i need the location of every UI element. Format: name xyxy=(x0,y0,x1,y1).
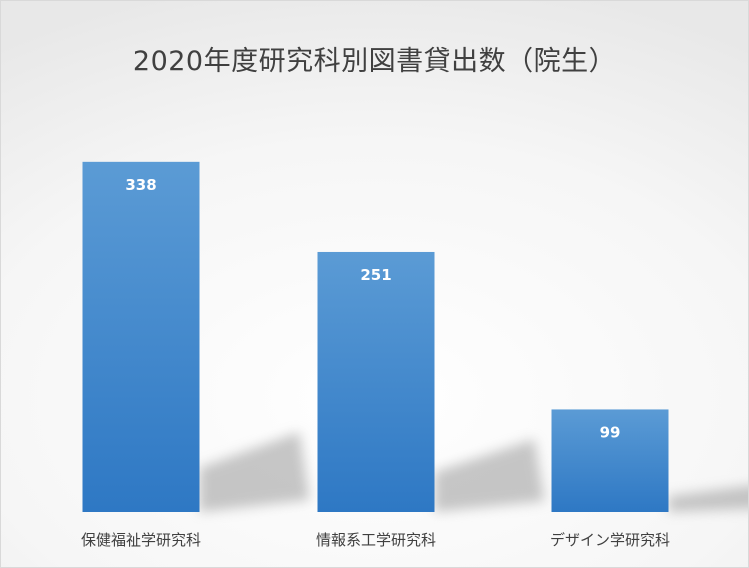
category-label-3: デザイン学研究科 xyxy=(550,531,670,549)
chart-title: 2020年度研究科別図書貸出数（院生） xyxy=(132,46,617,77)
bar-2 xyxy=(317,251,435,513)
bar-1 xyxy=(82,161,200,512)
category-label-2: 情報系工学研究科 xyxy=(316,531,436,549)
bar-shadow xyxy=(434,439,545,512)
bar-3 xyxy=(551,409,669,512)
category-label-1: 保健福祉学研究科 xyxy=(81,531,201,549)
data-label-3: 99 xyxy=(600,423,621,441)
bar-shadow xyxy=(199,432,310,512)
data-label-1: 338 xyxy=(125,176,156,194)
bar-shadow xyxy=(668,485,748,512)
data-label-2: 251 xyxy=(360,266,391,284)
